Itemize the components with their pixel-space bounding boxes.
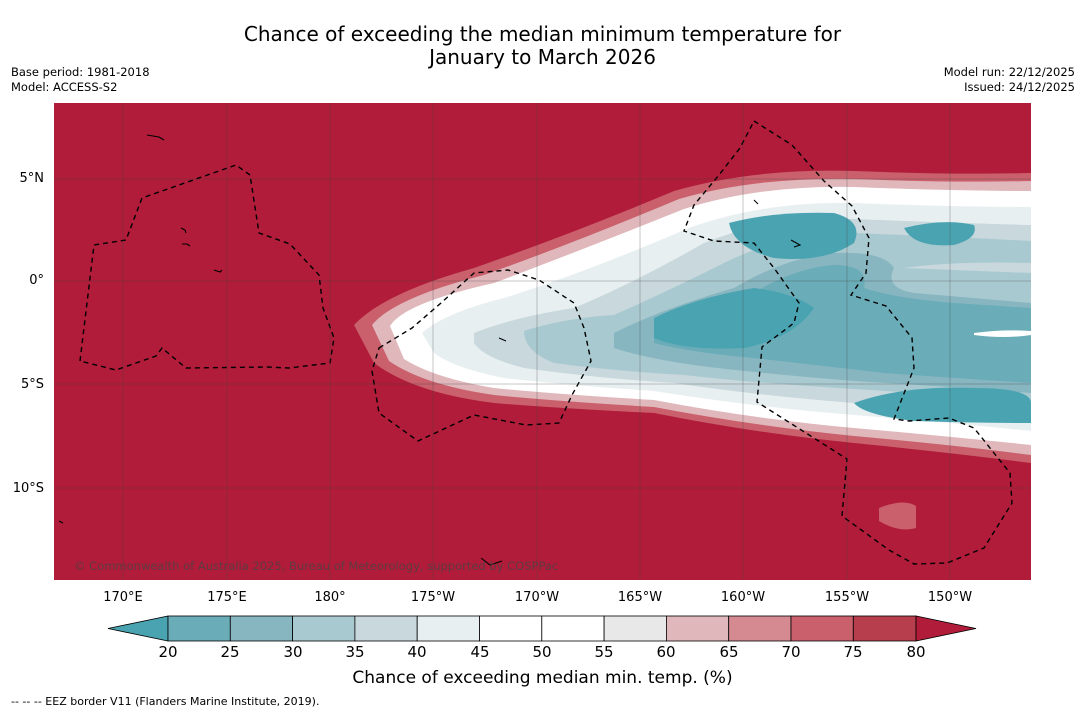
colorbar-tick: 20 — [158, 643, 178, 661]
colorbar-swatch — [354, 615, 418, 642]
colorbar-tick: 80 — [906, 643, 926, 661]
coastlines — [58, 134, 802, 566]
colorbar-tick: 25 — [220, 643, 240, 661]
colorbar-tick: 30 — [283, 643, 303, 661]
graticule — [54, 103, 1031, 580]
colorbar-label: Chance of exceeding median min. temp. (%… — [352, 668, 733, 688]
issued-date: Issued: 24/12/2025 — [964, 80, 1075, 94]
colorbar-swatch — [603, 615, 667, 642]
colorbar — [107, 615, 977, 642]
map-title-line1: Chance of exceeding the median minimum t… — [243, 22, 842, 46]
colorbar-tick: 40 — [407, 643, 427, 661]
lat-label: 5°S — [20, 377, 44, 392]
colorbar-tick: 65 — [719, 643, 739, 661]
colorbar-swatch — [479, 615, 543, 642]
lat-label: 0° — [29, 273, 44, 288]
colorbar-low-arrow — [107, 615, 169, 642]
colorbar-swatch — [229, 615, 294, 642]
lon-label: 175°W — [410, 590, 456, 605]
colorbar-swatch — [416, 615, 480, 642]
lon-label: 170°E — [103, 590, 143, 605]
eez-borders — [79, 120, 1013, 565]
colorbar-tick: 50 — [532, 643, 552, 661]
colorbar-swatch — [790, 615, 854, 642]
colorbar-swatch — [852, 615, 917, 642]
lon-label: 160°W — [720, 590, 766, 605]
colorbar-tick: 60 — [656, 643, 676, 661]
colorbar-swatch — [666, 615, 730, 642]
colorbar-swatch — [292, 615, 356, 642]
lon-label: 155°W — [824, 590, 870, 605]
colorbar-tick: 70 — [781, 643, 801, 661]
map-title-line2: January to March 2026 — [429, 45, 656, 69]
eez-legend: -- -- -- EEZ border V11 (Flanders Marine… — [11, 695, 320, 708]
lon-label: 165°W — [617, 590, 663, 605]
colorbar-tick: 75 — [843, 643, 863, 661]
colorbar-swatch — [541, 615, 605, 642]
colorbar-tick: 55 — [594, 643, 614, 661]
colorbar-swatch — [728, 615, 792, 642]
colorbar-high-arrow — [915, 615, 977, 642]
colorbar-swatch — [167, 615, 231, 642]
lon-label: 175°E — [207, 590, 247, 605]
colorbar-tick: 45 — [470, 643, 490, 661]
lon-label: 150°W — [927, 590, 973, 605]
model-run: Model run: 22/12/2025 — [943, 65, 1075, 79]
copyright-notice: © Commonwealth of Australia 2025, Bureau… — [74, 559, 558, 573]
colorbar-tick: 35 — [345, 643, 365, 661]
lon-label: 180° — [314, 590, 346, 605]
lat-label: 10°S — [12, 481, 44, 496]
lat-label: 5°N — [19, 171, 45, 186]
forecast-map: © Commonwealth of Australia 2025, Bureau… — [54, 103, 1031, 580]
lon-label: 170°W — [514, 590, 560, 605]
model-name: Model: ACCESS-S2 — [11, 80, 118, 94]
base-period: Base period: 1981-2018 — [11, 65, 150, 79]
